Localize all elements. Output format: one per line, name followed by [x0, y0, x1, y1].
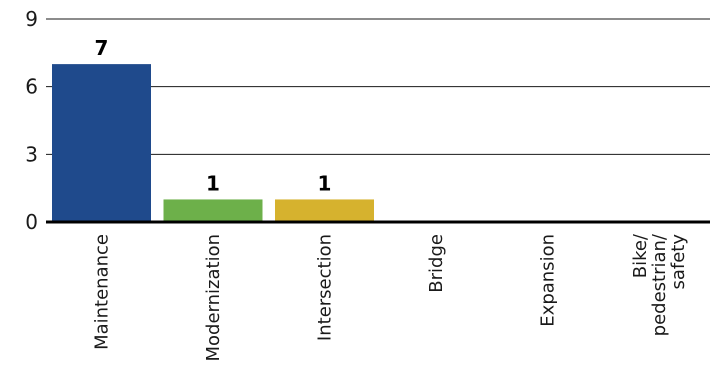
- x-axis-labels: Maintenance Modernization Intersection Brid…: [92, 233, 690, 361]
- x-tick-label-intersection: Intersection: [315, 234, 336, 341]
- value-label-intersection: 1: [318, 171, 332, 195]
- x-tick-label-expansion: Expansion: [538, 234, 559, 327]
- gridlines: [46, 18, 710, 155]
- y-axis-ticks: 0 3 6 9: [25, 7, 38, 234]
- y-tick-label-6: 6: [25, 75, 38, 99]
- value-labels: 7 1 1: [95, 36, 332, 195]
- bar-modernization: [163, 199, 263, 222]
- value-label-maintenance: 7: [95, 36, 109, 60]
- x-tick-label-bridge: Bridge: [426, 234, 447, 293]
- bar-maintenance: [52, 64, 151, 222]
- x-tick-label-maintenance: Maintenance: [92, 234, 113, 350]
- bars: [52, 64, 374, 222]
- bar-intersection: [275, 199, 374, 222]
- y-tick-label-0: 0: [25, 210, 38, 234]
- x-tick-label-modernization: Modernization: [203, 234, 224, 362]
- value-label-modernization: 1: [206, 171, 220, 195]
- x-tick-label-bike-pedestrian-safety: Bike/pedestrian/safety: [630, 233, 689, 336]
- y-tick-label-3: 3: [25, 142, 38, 166]
- y-tick-label-9: 9: [25, 7, 38, 31]
